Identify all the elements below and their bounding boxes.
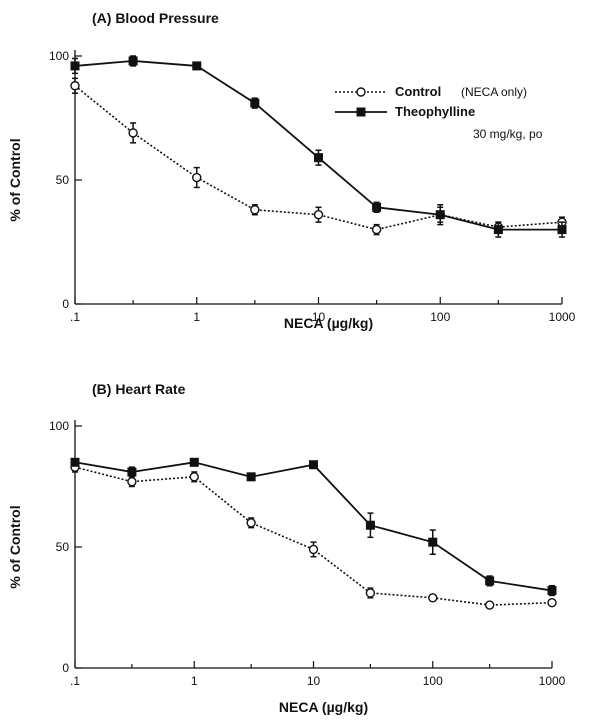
legend-note-control: (NECA only)	[461, 85, 527, 99]
series-line-theophylline	[74, 461, 553, 592]
panel-blood-pressure: (A) Blood Pressure .1 1 10 100 1000 0 50 100 % of…	[7, 10, 576, 331]
data-point-control	[371, 224, 382, 235]
x-tick-label: 1	[193, 310, 200, 324]
series-theophylline	[70, 457, 557, 597]
data-point-control	[189, 472, 199, 482]
data-point-control	[365, 588, 376, 598]
data-point-theophylline	[246, 472, 256, 482]
series-control	[70, 461, 557, 610]
legend-marker-theophylline	[356, 107, 366, 117]
data-point-theophylline	[70, 457, 80, 467]
data-point-theophylline	[485, 576, 495, 586]
series-theophylline	[70, 55, 567, 238]
data-point-theophylline	[372, 202, 382, 212]
legend-label-control: Control	[395, 84, 441, 99]
data-point-theophylline	[557, 225, 567, 235]
x-tick-label: 1	[191, 674, 198, 688]
y-tick-label: 0	[62, 661, 69, 675]
series-line-control	[74, 85, 563, 231]
data-point-theophylline	[428, 537, 438, 547]
x-tick-label: 10	[312, 310, 326, 324]
x-axis-title: NECA (µg/kg)	[284, 315, 373, 331]
y-tick-label: 50	[56, 173, 70, 187]
data-point-theophylline	[128, 56, 138, 66]
data-point-control	[308, 544, 319, 555]
data-point-theophylline	[127, 467, 137, 477]
y-tick-label: 50	[56, 540, 70, 554]
data-point-control	[313, 210, 324, 220]
x-tick-label: .1	[70, 674, 80, 688]
data-point-theophylline	[250, 98, 260, 108]
y-tick-label: 0	[62, 297, 69, 311]
x-tick-label: 1000	[549, 310, 576, 324]
series-line-control	[74, 466, 553, 606]
data-point-theophylline	[70, 61, 80, 71]
panel-title: (A) Blood Pressure	[92, 10, 219, 26]
x-tick-label: 10	[307, 674, 321, 688]
data-point-theophylline	[314, 153, 323, 163]
data-point-theophylline	[493, 225, 503, 235]
data-point-theophylline	[309, 460, 318, 470]
data-point-control	[428, 593, 438, 603]
y-axis-title: % of Control	[7, 138, 23, 221]
data-point-control	[250, 205, 260, 215]
y-tick-label: 100	[49, 49, 69, 63]
x-tick-label: .1	[70, 310, 80, 324]
data-point-theophylline	[192, 61, 202, 71]
data-point-theophylline	[435, 210, 445, 220]
data-point-theophylline	[189, 457, 199, 467]
y-tick-label: 100	[49, 419, 69, 433]
legend-marker-control	[356, 87, 366, 97]
data-point-theophylline	[547, 586, 557, 596]
panel-heart-rate: (B) Heart Rate .1 1 10 100 1000 0 50 100 % of Con…	[7, 381, 566, 715]
data-point-control	[128, 128, 138, 138]
x-tick-label: 100	[430, 310, 450, 324]
data-point-control	[192, 172, 202, 183]
data-point-control	[547, 597, 557, 608]
data-point-theophylline	[365, 520, 375, 530]
x-axis-title: NECA (µg/kg)	[279, 699, 368, 715]
y-axis-title: % of Control	[7, 505, 23, 588]
x-tick-label: 100	[423, 674, 443, 688]
data-point-control	[484, 600, 495, 610]
data-point-control	[246, 518, 256, 528]
legend: Control (NECA only) Theophylline 30 mg/kg, …	[335, 84, 543, 141]
x-tick-label: 1000	[539, 674, 566, 688]
legend-label-theophylline: Theophylline	[395, 104, 475, 119]
data-point-control	[127, 476, 137, 487]
data-point-control	[70, 81, 80, 91]
legend-note-theophylline: 30 mg/kg, po	[473, 127, 543, 141]
panel-title: (B) Heart Rate	[92, 381, 186, 397]
